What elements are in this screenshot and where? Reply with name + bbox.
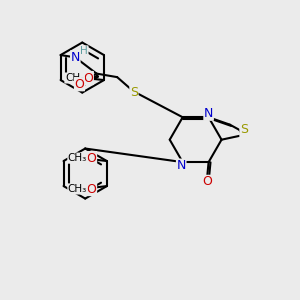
Text: S: S [130,86,138,99]
Text: N: N [70,51,80,64]
Text: O: O [87,182,97,196]
Text: O: O [74,78,84,91]
Text: CH₃: CH₃ [68,184,87,194]
Text: O: O [83,71,93,85]
Text: CH₃: CH₃ [65,73,84,83]
Text: H: H [80,46,88,56]
Text: O: O [87,152,97,165]
Text: N: N [176,159,186,172]
Text: O: O [202,176,212,188]
Text: CH₃: CH₃ [68,153,87,163]
Text: N: N [204,107,213,120]
Text: S: S [240,123,248,136]
